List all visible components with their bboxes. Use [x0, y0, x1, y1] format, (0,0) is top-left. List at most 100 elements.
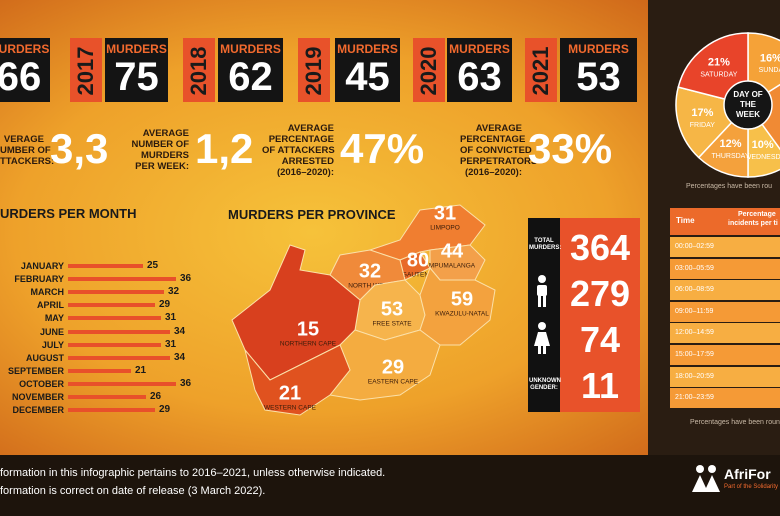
table-row	[670, 366, 780, 387]
murders-value: 75	[114, 55, 159, 99]
stat-label: ARRESTED	[281, 155, 334, 167]
murders-label: MURDERS	[449, 42, 510, 56]
month-value: 32	[168, 286, 180, 298]
month-label: AUGUST	[26, 352, 64, 363]
table-row	[670, 301, 780, 322]
unknown-label: UNKNOWN GENDER:	[529, 378, 561, 391]
logo-icon	[692, 465, 720, 492]
logo-sub: Part of the Solidarity M	[724, 484, 780, 490]
stat-value: 1,2	[195, 125, 254, 172]
murders-value: 45	[345, 55, 390, 99]
province-value: 59	[451, 288, 473, 310]
stat-label: MURDERS	[140, 150, 189, 161]
year-band	[525, 38, 557, 102]
murders-label: MURDERS	[337, 42, 398, 56]
unknown-value: 11	[580, 365, 620, 406]
male-value: 279	[569, 273, 631, 314]
province-name: WESTERN CAPE	[264, 405, 317, 412]
totals-value-column	[560, 218, 640, 412]
province-value: 15	[297, 318, 319, 340]
year-label: 2020	[416, 46, 441, 96]
month-value: 29	[159, 299, 171, 311]
stat-label: AVERAGE	[142, 128, 189, 139]
month-bar	[68, 290, 164, 295]
month-label: OCTOBER	[19, 378, 64, 389]
month-bar	[68, 342, 161, 347]
month-label: JUNE	[39, 326, 64, 337]
province-value: 44	[441, 240, 464, 262]
table-header: Percentage	[738, 211, 776, 218]
table-time: 06:00–08:59	[675, 286, 714, 294]
year-box	[335, 38, 400, 102]
year-label: 2019	[301, 46, 326, 96]
pie-note: Percentages have been rou	[686, 183, 773, 190]
month-value: 36	[180, 377, 192, 389]
table-header: Time	[676, 216, 695, 225]
murders-label: MURDERS	[220, 42, 281, 56]
pie-value-label: 16%	[760, 52, 780, 64]
murders-value: 53	[576, 55, 621, 99]
total-label: TOTAL MURDERS:	[529, 238, 562, 251]
year-box	[218, 38, 283, 102]
footer-line: formation is correct on date of release …	[0, 485, 266, 497]
month-label: APRIL	[37, 300, 64, 311]
table-row	[670, 345, 780, 365]
stat-label: PERCENTAGE	[268, 133, 334, 145]
month-value: 34	[174, 351, 186, 363]
stat-label: UMBER OF	[0, 144, 51, 156]
stat-label: OF CONVICTED	[460, 144, 532, 156]
province-value: 31	[434, 202, 456, 224]
murders-value: 62	[228, 55, 273, 99]
month-label: MAY	[44, 313, 64, 324]
stat-label: PER WEEK:	[135, 161, 189, 172]
month-bar	[68, 408, 155, 413]
totals-label-column	[528, 218, 560, 412]
month-label: DECEMBER	[12, 405, 64, 416]
table-header-bg	[670, 208, 780, 235]
stat-label: (2016–2020):	[276, 166, 334, 178]
table-note: Percentages have been roun	[690, 419, 780, 426]
pie-day-label: WEDNESD	[745, 154, 780, 161]
month-value: 21	[135, 364, 147, 376]
pie-value-label: 12%	[719, 138, 741, 150]
pie-day-label: SATURDAY	[700, 71, 737, 78]
pie-value-label: 21%	[708, 56, 730, 68]
year-box	[105, 38, 168, 102]
province-shape	[244, 344, 351, 416]
year-box	[560, 38, 637, 102]
year-box	[0, 38, 50, 102]
year-label: 2017	[73, 46, 98, 96]
year-band	[413, 38, 445, 102]
province-title: MURDERS PER PROVINCE	[228, 207, 396, 222]
stat-label: AVERAGE	[287, 122, 334, 134]
month-bar	[68, 264, 143, 268]
logo-text: AfriFor	[724, 466, 771, 482]
month-value: 25	[147, 260, 159, 271]
table-row	[670, 280, 780, 301]
province-name: NORTHERN CAPE	[280, 341, 337, 348]
province-value: 53	[381, 298, 403, 320]
female-icon	[534, 322, 550, 354]
table-time: 00:00–02:59	[675, 243, 714, 250]
stat-label: AVERAGE	[475, 122, 522, 134]
province-value: 21	[279, 382, 301, 404]
stat-label: (2016–2020):	[464, 166, 522, 178]
murders-label: MURDERS	[568, 42, 629, 56]
month-bar	[68, 277, 176, 282]
murders-value: 63	[457, 55, 502, 99]
table-time: 03:00–05:59	[675, 264, 714, 272]
table-row	[670, 258, 780, 279]
table-row	[670, 237, 780, 257]
year-band	[183, 38, 215, 102]
stat-label: TTACKERS:	[0, 155, 55, 167]
pie-day-label: FRIDAY	[690, 122, 715, 129]
month-bar	[68, 395, 146, 399]
stat-label: NUMBER OF	[131, 139, 189, 150]
table-time: 21:00–23:59	[675, 394, 714, 402]
month-bar	[68, 381, 176, 386]
month-value: 31	[165, 338, 177, 350]
footer-line: formation in this infographic pertains t…	[0, 467, 386, 479]
female-value: 74	[579, 319, 621, 360]
stat-label: PERCENTAGE	[460, 133, 526, 145]
